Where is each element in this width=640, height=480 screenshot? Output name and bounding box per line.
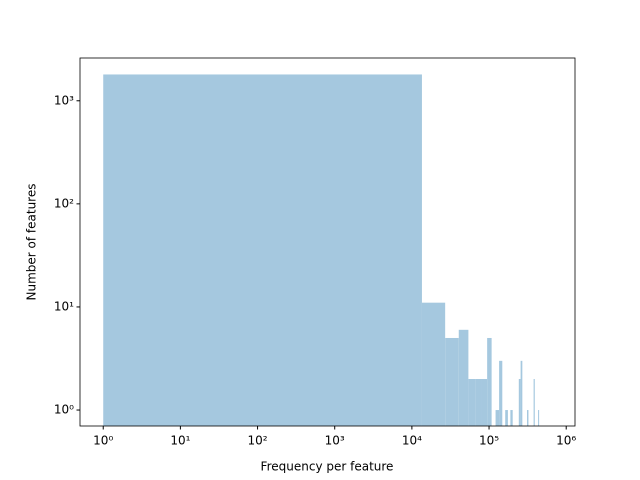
- y-tick-label: 10⁰: [54, 403, 74, 417]
- bar: [533, 379, 535, 426]
- bar: [518, 379, 521, 426]
- plot-frame: [79, 57, 576, 427]
- bar: [527, 410, 529, 426]
- x-tick-label: 10⁶: [556, 434, 576, 448]
- bar: [538, 410, 540, 426]
- y-axis-label: Number of features: [25, 184, 39, 301]
- y-tick-label: 10²: [54, 196, 74, 210]
- x-tick-label: 10⁴: [402, 434, 422, 448]
- bar: [103, 74, 422, 426]
- x-tick-label: 10³: [325, 434, 345, 448]
- x-axis-label: Frequency per feature: [261, 460, 394, 474]
- y-tick-label: 10³: [54, 93, 74, 107]
- bar: [458, 329, 469, 426]
- x-tick-label: 10¹: [170, 434, 190, 448]
- bar: [421, 302, 446, 426]
- x-tick-label: 10²: [248, 434, 268, 448]
- bar: [468, 379, 476, 426]
- bar: [495, 410, 500, 426]
- bar: [445, 337, 459, 426]
- bar: [487, 337, 492, 426]
- bar: [499, 360, 503, 426]
- bar: [475, 379, 482, 426]
- bar: [505, 410, 508, 426]
- bar: [520, 360, 523, 426]
- bar: [481, 379, 488, 426]
- bar: [510, 410, 513, 426]
- x-tick-label: 10⁵: [479, 434, 499, 448]
- x-tick-label: 10⁰: [93, 434, 113, 448]
- y-tick-label: 10¹: [54, 299, 74, 313]
